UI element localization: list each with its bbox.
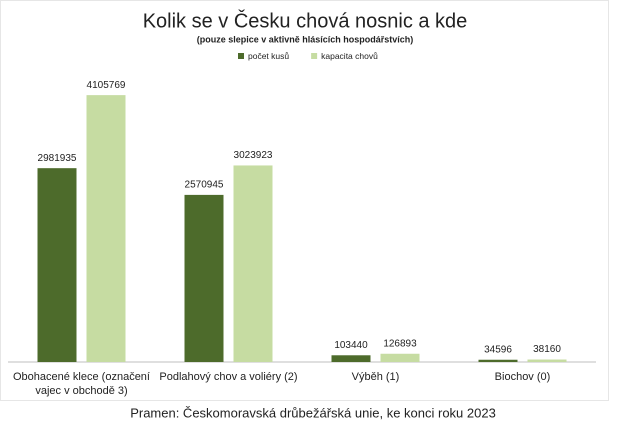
data-label: 34596 xyxy=(484,344,512,355)
data-label: 2570945 xyxy=(185,180,224,191)
legend-label: počet kusů xyxy=(248,51,289,61)
bar xyxy=(527,359,567,362)
bar xyxy=(86,95,126,363)
legend-swatch xyxy=(238,53,244,59)
bar xyxy=(233,165,273,362)
data-label: 2981935 xyxy=(38,153,77,164)
bar xyxy=(37,168,77,362)
data-label: 4105769 xyxy=(87,80,126,91)
chart-subtitle: (pouze slepice v aktivně hlásících hospo… xyxy=(197,34,414,44)
data-label: 126893 xyxy=(383,338,417,349)
x-tick-label: Biochov (0) xyxy=(494,371,551,383)
chart-title: Kolik se v Česku chová nosnic a kde xyxy=(143,9,468,32)
bar xyxy=(331,355,371,362)
data-label: 103440 xyxy=(334,340,368,351)
bar xyxy=(478,359,518,362)
x-tick-label: Podlahový chov a voliéry (2) xyxy=(159,371,298,383)
data-label: 38160 xyxy=(533,344,561,355)
source: Pramen: Českomoravská drůbežářská unie, … xyxy=(130,405,496,420)
bar xyxy=(380,353,420,362)
x-tick-label: Výběh (1) xyxy=(351,371,400,383)
data-label: 3023923 xyxy=(234,150,273,161)
legend-label: kapacita chovů xyxy=(321,51,378,61)
bar xyxy=(184,194,224,362)
x-tick-label: Obohacené klece (označení vajec v obchod… xyxy=(13,371,150,397)
legend-swatch xyxy=(311,53,318,59)
